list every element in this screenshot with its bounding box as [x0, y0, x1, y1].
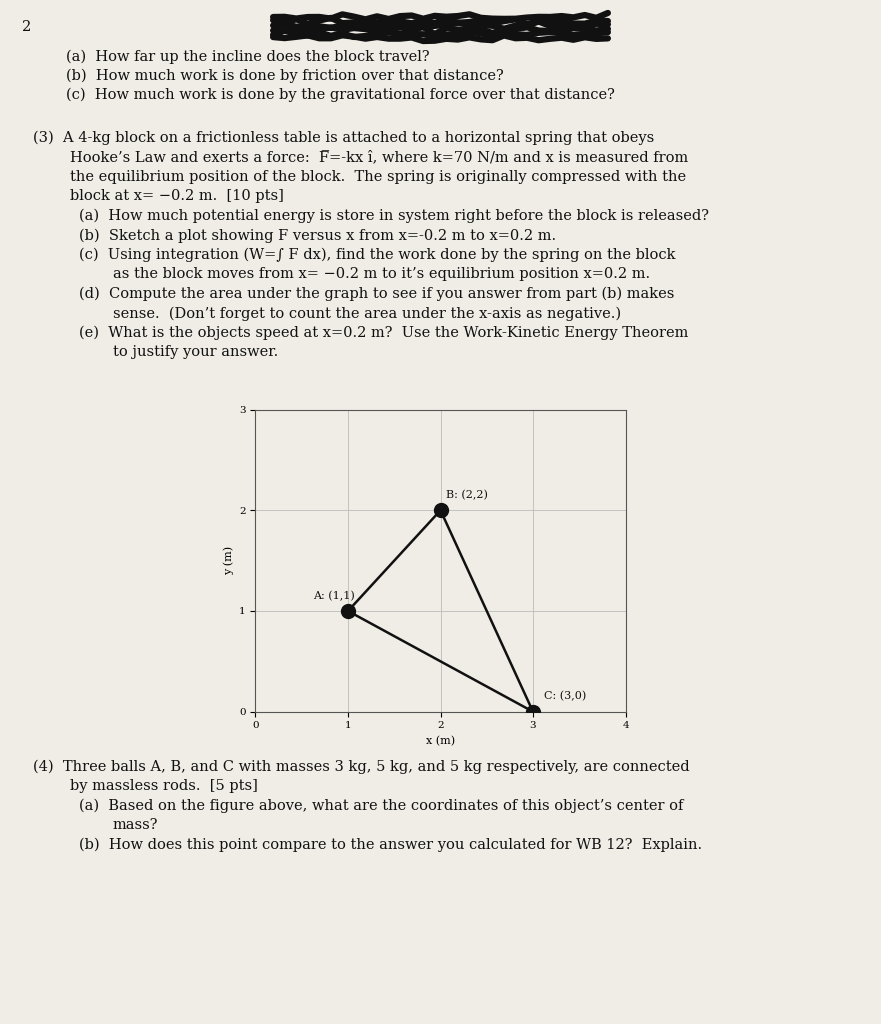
Text: (d)  Compute the area under the graph to see if you answer from part (b) makes: (d) Compute the area under the graph to …: [79, 287, 675, 301]
Text: mass?: mass?: [113, 818, 159, 833]
Text: sense.  (Don’t forget to count the area under the x-axis as negative.): sense. (Don’t forget to count the area u…: [113, 306, 621, 321]
Text: (c)  How much work is done by the gravitational force over that distance?: (c) How much work is done by the gravita…: [66, 88, 615, 102]
Text: (a)  Based on the figure above, what are the coordinates of this object’s center: (a) Based on the figure above, what are …: [79, 799, 684, 813]
Text: block at x= −0.2 m.  [10 pts]: block at x= −0.2 m. [10 pts]: [70, 189, 285, 204]
Point: [433, 502, 448, 518]
Text: as the block moves from x= −0.2 m to it’s equilibrium position x=0.2 m.: as the block moves from x= −0.2 m to it’…: [113, 267, 650, 282]
Text: B: (2,2): B: (2,2): [446, 489, 488, 500]
Text: (a)  How much potential energy is store in system right before the block is rele: (a) How much potential energy is store i…: [79, 209, 709, 223]
Point: [526, 703, 540, 720]
Text: by massless rods.  [5 pts]: by massless rods. [5 pts]: [70, 779, 258, 794]
Text: (b)  Sketch a plot showing F versus x from x=-0.2 m to x=0.2 m.: (b) Sketch a plot showing F versus x fro…: [79, 228, 557, 243]
Text: to justify your answer.: to justify your answer.: [113, 345, 278, 359]
Text: A: (1,1): A: (1,1): [313, 591, 354, 601]
Text: (c)  Using integration (W=∫ F dx), find the work done by the spring on the block: (c) Using integration (W=∫ F dx), find t…: [79, 248, 676, 262]
Text: the equilibrium position of the block.  The spring is originally compressed with: the equilibrium position of the block. T…: [70, 170, 686, 184]
Text: (b)  How much work is done by friction over that distance?: (b) How much work is done by friction ov…: [66, 69, 504, 83]
Y-axis label: y (m): y (m): [223, 546, 233, 575]
Text: (a)  How far up the incline does the block travel?: (a) How far up the incline does the bloc…: [66, 49, 430, 63]
Text: Hooke’s Law and exerts a force:  F̅=-kx î, where k=70 N/m and x is measured from: Hooke’s Law and exerts a force: F̅=-kx î…: [70, 151, 689, 165]
Text: 2: 2: [22, 20, 31, 35]
Text: (b)  How does this point compare to the answer you calculated for WB 12?  Explai: (b) How does this point compare to the a…: [79, 838, 702, 852]
X-axis label: x (m): x (m): [426, 736, 455, 746]
Text: (3)  A 4-kg block on a frictionless table is attached to a horizontal spring tha: (3) A 4-kg block on a frictionless table…: [33, 131, 655, 145]
Text: (4)  Three balls A, B, and C with masses 3 kg, 5 kg, and 5 kg respectively, are : (4) Three balls A, B, and C with masses …: [33, 760, 690, 774]
Point: [341, 603, 355, 620]
Text: (e)  What is the objects speed at x=0.2 m?  Use the Work-Kinetic Energy Theorem: (e) What is the objects speed at x=0.2 m…: [79, 326, 689, 340]
Text: C: (3,0): C: (3,0): [544, 691, 587, 701]
